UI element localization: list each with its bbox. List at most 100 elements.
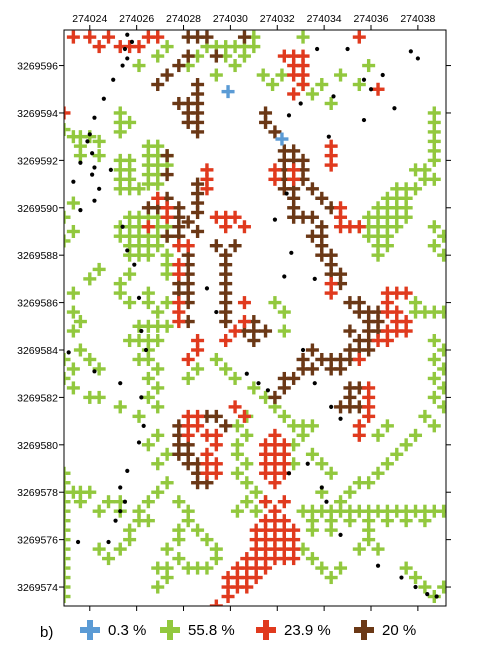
point-series-3 [181,447,195,461]
point-series-2 [172,258,186,272]
point-series-3 [209,239,223,253]
point-series-2 [296,59,310,73]
point-series-2 [277,523,291,537]
point-series-1 [141,514,155,528]
point-series-1 [151,168,165,182]
point-series-1 [83,485,97,499]
point-series-3 [160,229,174,243]
point-series-1 [113,495,127,509]
point-series-2 [277,49,291,63]
point-series-2 [268,514,282,528]
point-series-1 [427,134,441,148]
point-series-3 [191,457,205,471]
point-series-1 [296,428,310,442]
point-series-2 [259,533,273,547]
point-series-3 [305,210,319,224]
point-series-1 [73,139,87,153]
point-series-2 [399,324,413,338]
point-series-1 [399,514,413,528]
point-series-2 [380,324,394,338]
point-series-3 [305,182,319,196]
point-series-1 [427,220,441,234]
dot-point [286,113,292,118]
point-series-3 [296,352,310,366]
point-series-2 [268,163,282,177]
y-tick-label: 3269574 [17,582,58,594]
point-series-1 [259,390,273,404]
point-series-1 [268,296,282,310]
point-series-3 [324,352,338,366]
point-series-3 [268,125,282,139]
point-series-2 [268,476,282,490]
point-series-3 [200,409,214,423]
point-series-1 [66,130,80,144]
dot-point [97,186,102,191]
point-series-1 [371,229,385,243]
dot-point [415,56,420,61]
legend-label: 20 % [382,621,417,639]
point-series-3 [362,343,376,357]
x-tick-label: 274032 [260,13,295,25]
point-series-1 [141,352,155,366]
point-series-1 [66,224,80,238]
point-series-1 [151,334,165,348]
point-series-3 [371,315,385,329]
point-series-1 [437,305,446,319]
point-series-1 [141,177,155,191]
y-tick-label: 3269586 [17,298,58,310]
dot-point [71,179,76,184]
point-series-2 [200,172,214,186]
point-series-1 [160,258,174,272]
dot-point [125,248,130,253]
point-series-3 [181,248,195,262]
point-series-2 [221,580,235,594]
point-series-2 [259,523,273,537]
point-series-3 [259,115,273,129]
x-tick-label: 274026 [119,13,154,25]
point-series-3 [352,334,366,348]
dot-point [85,139,90,144]
point-series-1 [380,457,394,471]
point-series-1 [123,210,137,224]
point-series-3 [277,163,291,177]
point-series-3 [172,419,186,433]
point-series-1 [380,419,394,433]
point-series-3 [191,196,205,210]
point-series-1 [160,267,174,281]
series-1 [64,30,446,604]
point-series-1 [92,504,106,518]
point-series-1 [371,210,385,224]
point-series-2 [371,334,385,348]
point-series-1 [296,542,310,556]
point-series-2 [249,533,263,547]
point-series-1 [102,552,116,566]
point-series-3 [191,30,205,44]
dot-point [136,295,142,300]
point-series-1 [151,400,165,414]
point-series-3 [315,248,329,262]
point-series-3 [160,68,174,82]
dot-point [338,532,343,537]
point-series-2 [268,523,282,537]
point-series-1 [362,210,376,224]
point-series-1 [399,438,413,452]
point-series-1 [305,523,319,537]
point-series-3 [362,334,376,348]
point-series-1 [277,409,291,423]
point-series-1 [380,514,394,528]
legend-cross-icon [80,620,100,640]
point-series-1 [371,239,385,253]
point-series-1 [92,262,106,276]
point-series-3 [181,315,195,329]
point-series-1 [334,68,348,82]
point-series-1 [160,542,174,556]
point-series-3 [181,115,195,129]
point-series-3 [191,87,205,101]
point-series-1 [427,419,441,433]
point-series-3 [287,182,301,196]
point-series-2 [249,542,263,556]
point-series-3 [343,324,357,338]
y-tick-label: 3269578 [17,487,58,499]
y-tick-label: 3269596 [17,61,58,73]
